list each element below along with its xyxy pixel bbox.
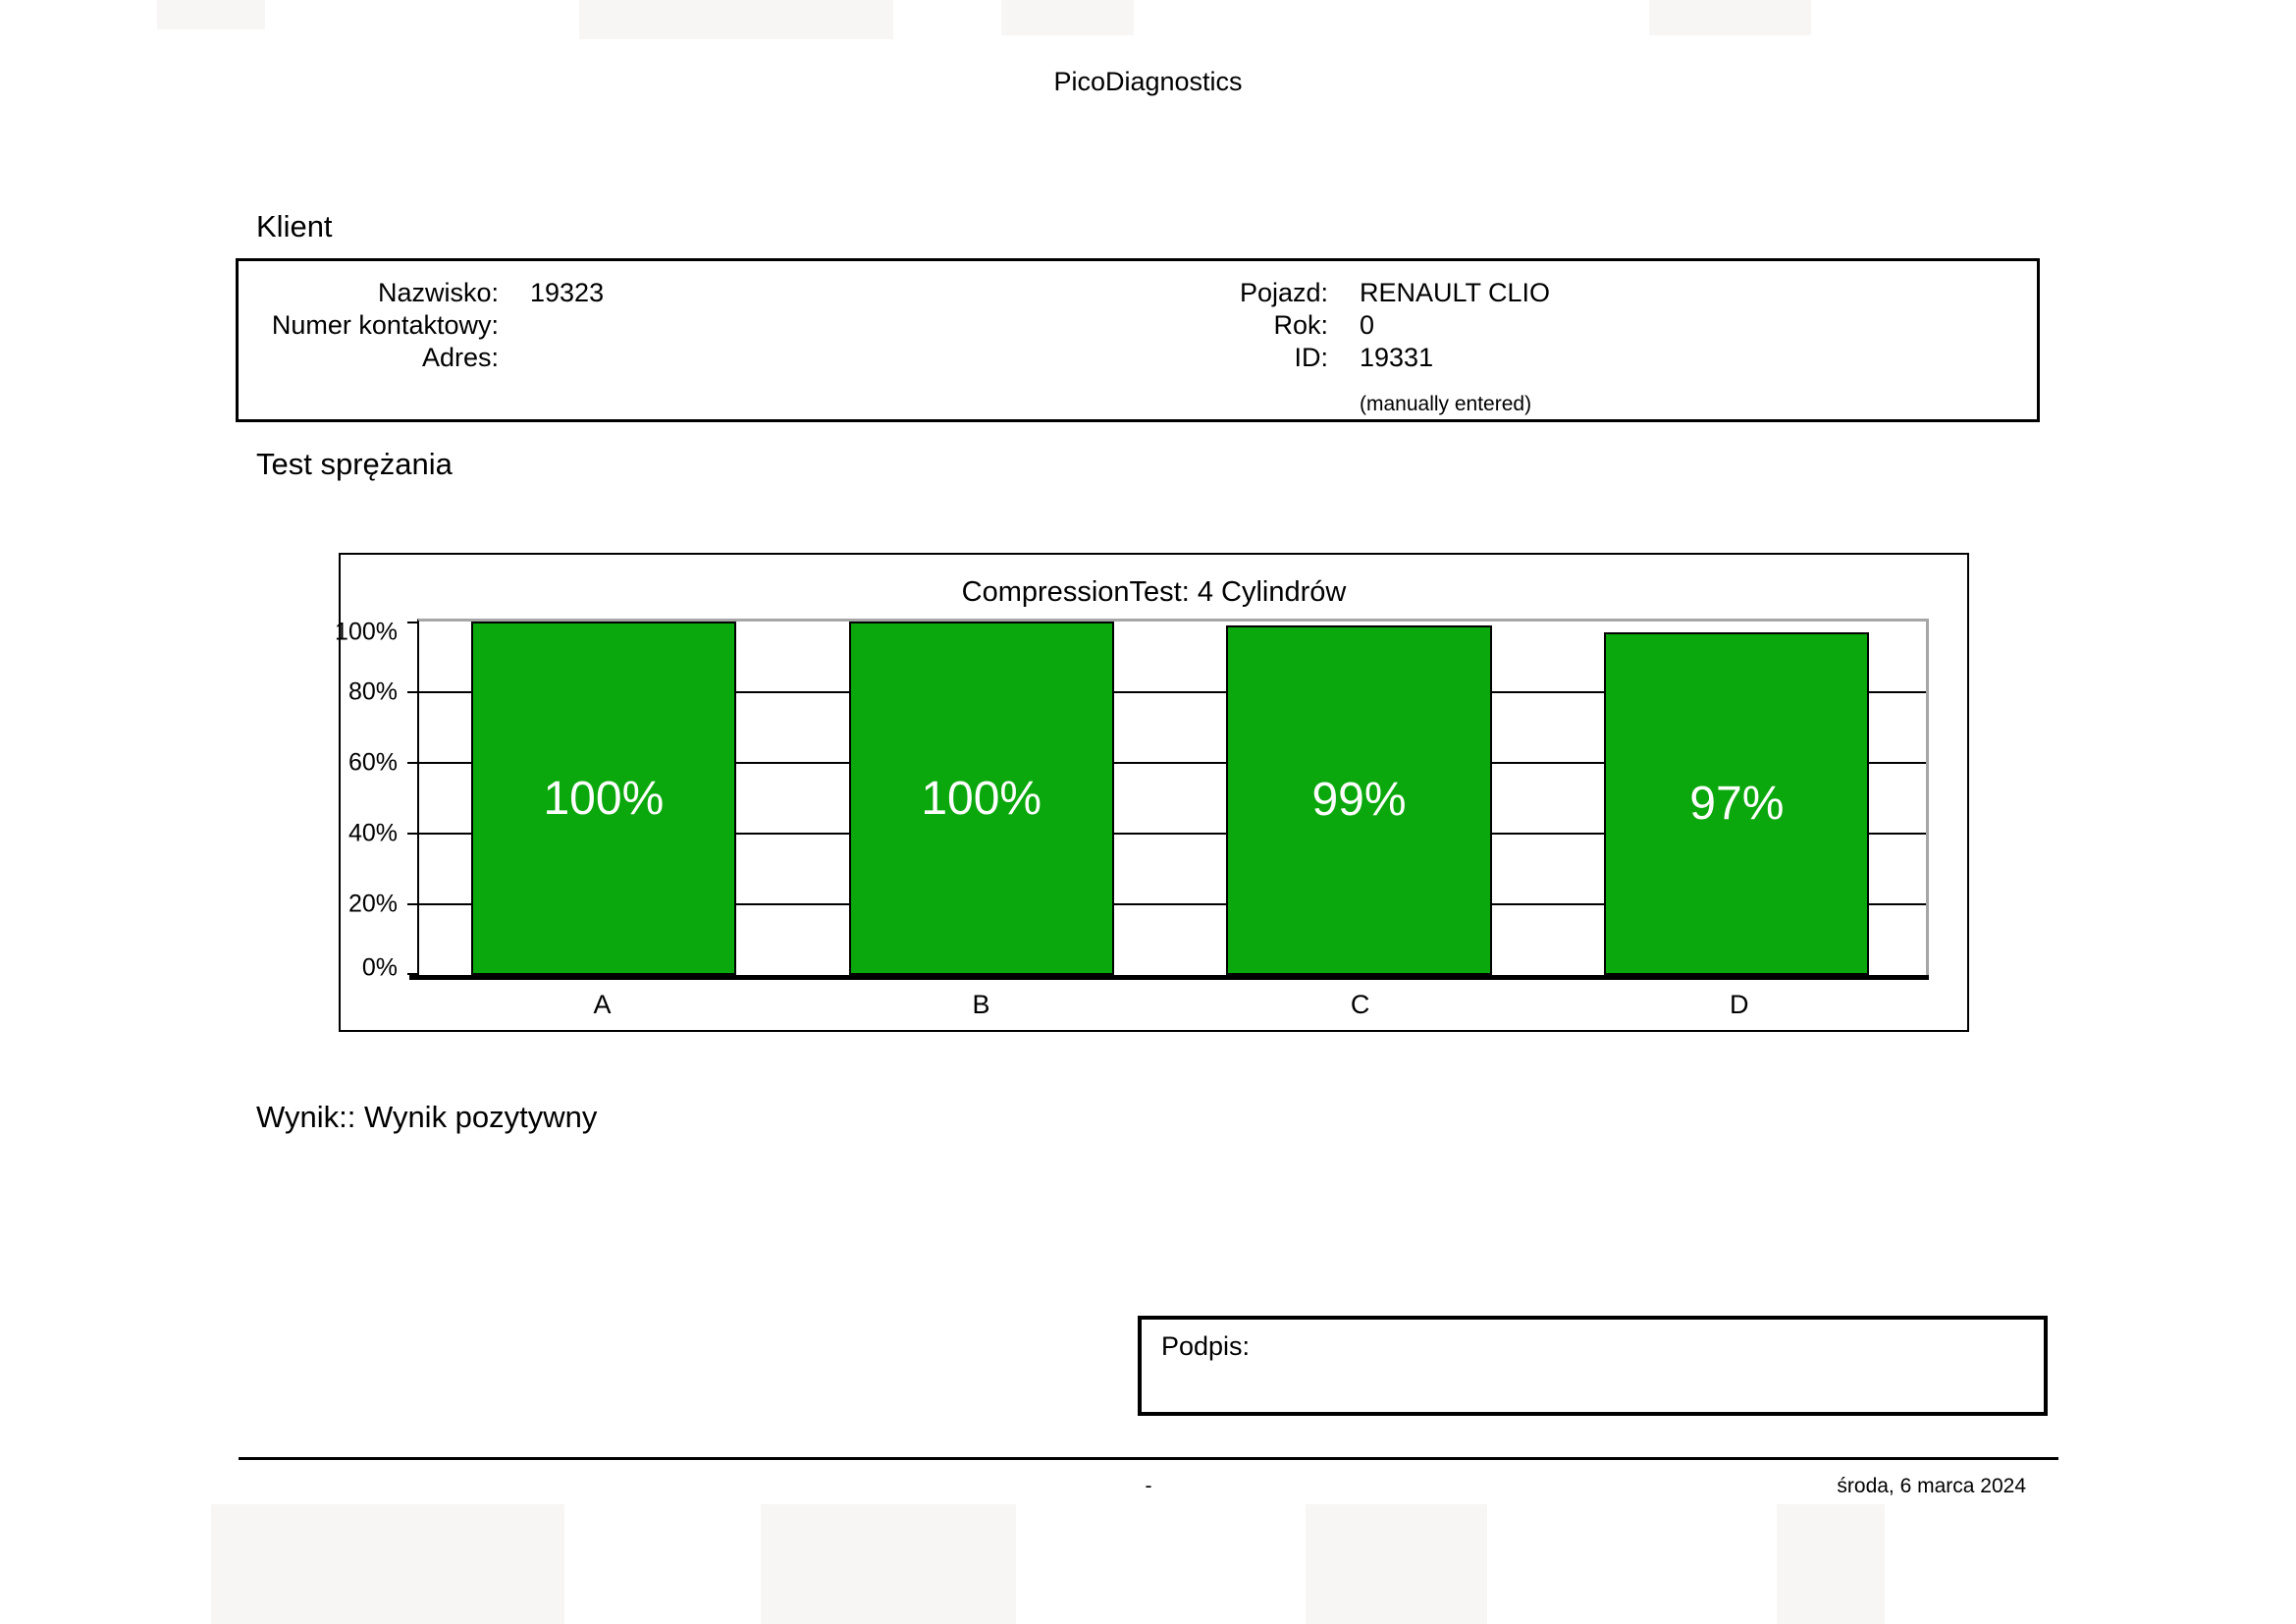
vehicle-value: RENAULT CLIO (1360, 278, 1551, 307)
bar-value-b: 100% (921, 772, 1042, 825)
scan-artifact (1777, 1504, 1885, 1624)
client-row-vehicle: Pojazd: RENAULT CLIO (1068, 277, 1550, 309)
gridline-60 (419, 762, 1926, 764)
ytick-40 (407, 833, 419, 835)
test-result: Wynik:: Wynik pozytywny (256, 1100, 598, 1134)
bar-slot-b: 100% (848, 622, 1114, 975)
scan-artifact (157, 0, 265, 29)
xlabel-a: A (593, 990, 612, 1019)
client-row-id: ID: 19331 (1068, 342, 1550, 374)
contact-label: Numer kontaktowy: (271, 310, 499, 340)
vehicle-label: Pojazd: (1239, 278, 1328, 307)
gridline-40 (419, 833, 1926, 835)
signature-box: Podpis: (1138, 1316, 2048, 1416)
gridline-20 (419, 903, 1926, 905)
chart-title: CompressionTest: 4 Cylindrów (961, 576, 1347, 608)
scan-artifact (211, 1504, 564, 1624)
app-title: PicoDiagnostics (1053, 67, 1243, 96)
year-label: Rok: (1273, 310, 1328, 340)
ytick-label-0: 0% (361, 953, 398, 982)
plot-area: 100% 80% 60% 40% 20% 0% 100% 100% 99% (335, 618, 1929, 981)
bar-value-c: 99% (1311, 774, 1407, 827)
scan-artifact (1649, 0, 1811, 35)
id-value: 19331 (1360, 343, 1434, 372)
bar-value-d: 97% (1689, 777, 1785, 830)
client-right-column: Pojazd: RENAULT CLIO Rok: 0 ID: 19331 (m… (1068, 277, 1550, 420)
xlabel-d: D (1729, 990, 1749, 1019)
name-label: Nazwisko: (377, 278, 499, 307)
footer-date: środa, 6 marca 2024 (1837, 1475, 2026, 1497)
signature-label: Podpis: (1161, 1331, 1251, 1361)
scan-artifact (1001, 0, 1134, 35)
id-label: ID: (1294, 343, 1328, 372)
bar-value-a: 100% (543, 772, 665, 825)
ytick-100 (407, 622, 419, 623)
ytick-label-100: 100% (335, 618, 398, 646)
ytick-label-60: 60% (347, 748, 398, 777)
bar-cylinder-b: 100% (848, 622, 1114, 975)
xlabel-b: B (972, 990, 990, 1019)
ytick-0 (407, 973, 419, 975)
year-value: 0 (1360, 310, 1375, 340)
ytick-60 (407, 762, 419, 764)
xlabel-c: C (1350, 990, 1370, 1019)
bar-slot-c: 99% (1226, 622, 1492, 975)
client-row-contact: Numer kontaktowy: (239, 309, 604, 342)
x-axis-line (409, 975, 1929, 980)
client-row-year: Rok: 0 (1068, 309, 1550, 342)
bar-cylinder-c: 99% (1226, 624, 1492, 975)
ytick-label-20: 20% (347, 890, 398, 918)
ytick-20 (407, 903, 419, 905)
ytick-80 (407, 691, 419, 693)
test-section-heading: Test sprężania (256, 447, 453, 481)
bar-slot-d: 97% (1604, 622, 1870, 975)
ytick-label-80: 80% (347, 677, 398, 706)
client-row-name: Nazwisko: 19323 (239, 277, 604, 309)
client-left-column: Nazwisko: 19323 Numer kontaktowy: Adres: (239, 277, 604, 374)
client-info-box: Nazwisko: 19323 Numer kontaktowy: Adres:… (236, 258, 2040, 422)
bar-slot-a: 100% (470, 622, 736, 975)
address-label: Adres: (421, 343, 499, 372)
client-section-heading: Klient (256, 209, 333, 244)
scan-artifact (579, 0, 893, 39)
compression-chart: CompressionTest: 4 Cylindrów 100% 80% 60… (335, 553, 1969, 1032)
client-row-address: Adres: (239, 342, 604, 374)
client-row-note: (manually entered) (1068, 374, 1550, 420)
bar-cylinder-a: 100% (470, 622, 736, 975)
bar-cylinder-d: 97% (1604, 631, 1870, 975)
ytick-label-40: 40% (347, 819, 398, 847)
gridline-80 (419, 691, 1926, 693)
scan-artifact (1306, 1504, 1487, 1624)
name-value: 19323 (530, 278, 605, 307)
manual-entry-note: (manually entered) (1360, 393, 1532, 415)
footer-center-mark: - (1145, 1475, 1152, 1497)
footer-rule (239, 1457, 2058, 1460)
scan-artifact (761, 1504, 1016, 1624)
